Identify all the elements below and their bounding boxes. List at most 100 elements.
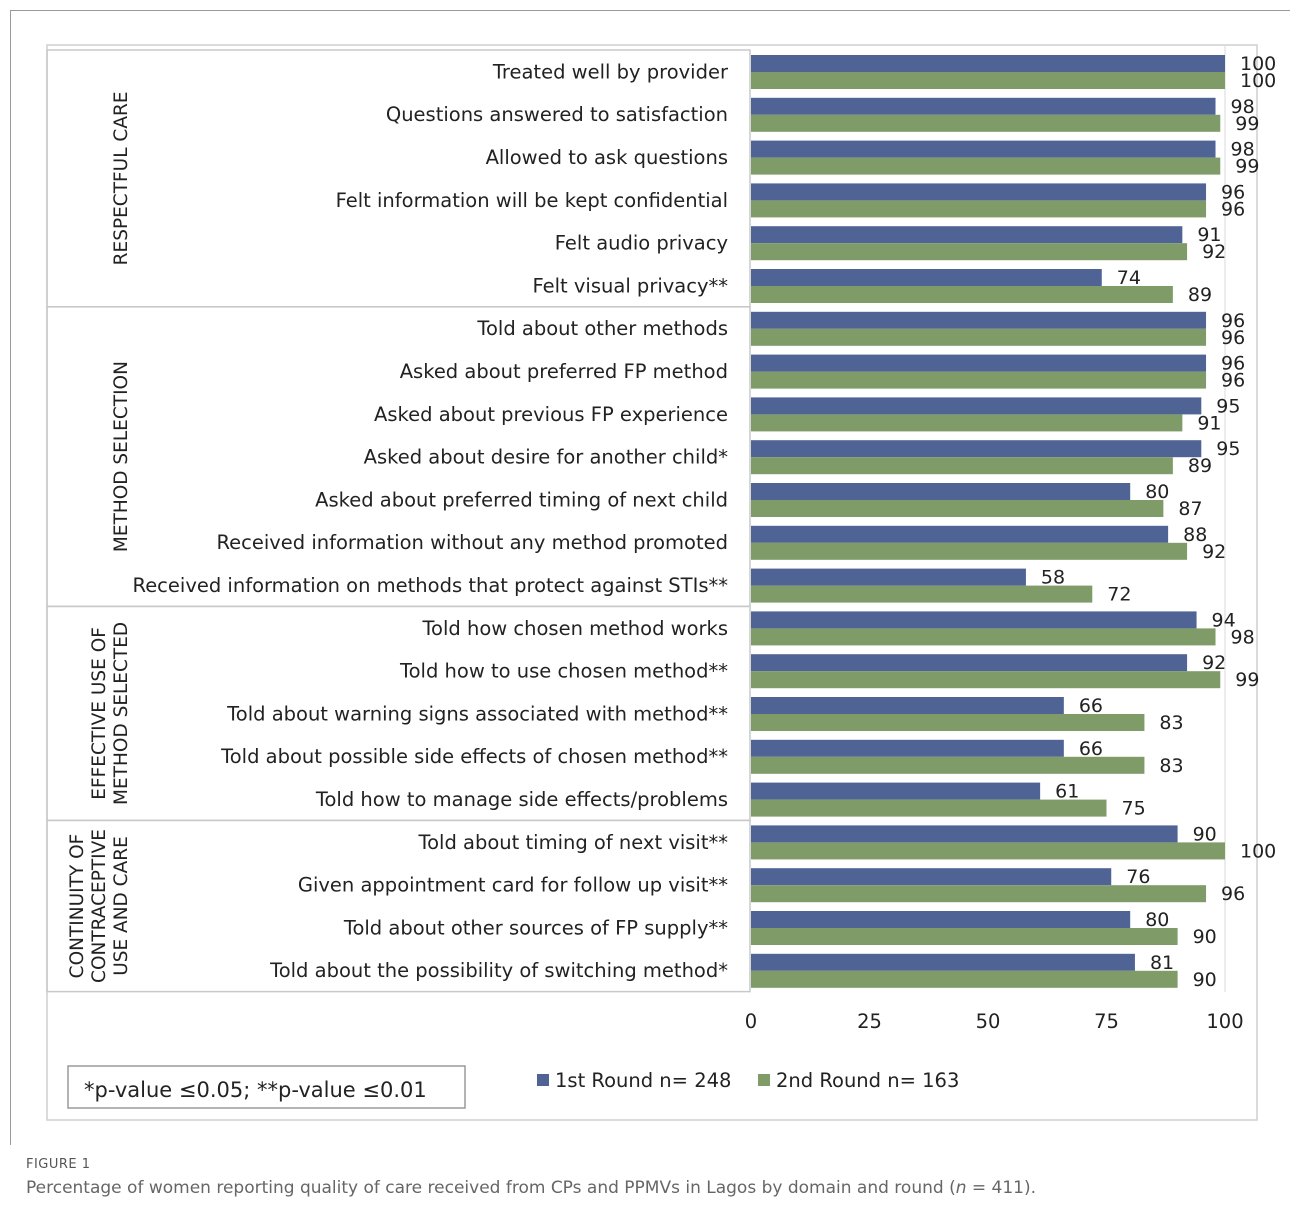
data-label-round1: 66 — [1079, 695, 1103, 717]
category-label: Given appointment card for follow up vis… — [298, 874, 728, 897]
footnote-box — [67, 1065, 466, 1109]
category-label: Questions answered to satisfaction — [386, 103, 728, 126]
data-label-round2: 87 — [1178, 498, 1202, 520]
bar-round2 — [751, 371, 1207, 389]
category-label: Felt information will be kept confidenti… — [336, 189, 728, 212]
category-label: Felt visual privacy** — [532, 274, 728, 297]
x-tick-label: 75 — [1094, 1010, 1119, 1033]
bar-round1 — [751, 911, 1131, 928]
data-label-round2: 83 — [1159, 755, 1183, 777]
domain-label: CONTINUITY OF — [67, 834, 88, 979]
legend-swatch-round2 — [758, 1074, 770, 1086]
bar-round1 — [751, 697, 1064, 714]
data-label-round2: 96 — [1221, 327, 1245, 349]
caption-n-symbol: n — [955, 1178, 967, 1198]
data-label-round2: 99 — [1235, 113, 1259, 135]
bar-round1 — [751, 568, 1026, 586]
category-label: Asked about desire for another child* — [364, 446, 729, 469]
data-label-round2: 98 — [1231, 626, 1255, 648]
figure-caption: Percentage of women reporting quality of… — [26, 1178, 1036, 1198]
data-label-round2: 99 — [1235, 156, 1259, 178]
domain-label: RESPECTFUL CARE — [111, 91, 132, 265]
bar-round1 — [751, 269, 1102, 286]
data-label-round2: 92 — [1202, 241, 1226, 263]
category-label: Felt audio privacy — [555, 232, 728, 255]
bar-round1 — [751, 397, 1202, 415]
data-label-round1: 66 — [1079, 738, 1103, 760]
data-label-round1: 91 — [1197, 224, 1221, 246]
data-label-round1: 96 — [1221, 310, 1245, 332]
data-label-round1: 98 — [1231, 96, 1255, 118]
bar-round2 — [751, 500, 1164, 517]
bar-round1 — [751, 654, 1188, 672]
domain-label: USE AND CARE — [111, 836, 132, 976]
bar-round2 — [751, 885, 1207, 903]
bar-round1 — [751, 953, 1135, 971]
category-label: Treated well by provider — [492, 60, 729, 83]
category-label: Allowed to ask questions — [486, 146, 728, 169]
bar-round1 — [751, 183, 1207, 201]
bar-round2 — [751, 114, 1221, 132]
domain-panel-border — [46, 819, 751, 993]
data-label-round1: 88 — [1183, 524, 1207, 546]
data-label-round2: 100 — [1240, 70, 1276, 92]
data-label-round1: 95 — [1216, 395, 1240, 417]
data-label-round2: 89 — [1188, 284, 1212, 306]
bar-round1 — [751, 440, 1202, 458]
bar-round2 — [751, 799, 1107, 817]
category-label: Told about warning signs associated with… — [226, 702, 728, 725]
caption-text-after: = 411). — [966, 1178, 1037, 1198]
data-label-round1: 98 — [1231, 139, 1255, 161]
category-label: Received information on methods that pro… — [133, 574, 729, 597]
x-tick-label: 25 — [857, 1010, 882, 1033]
category-label: Told about timing of next visit** — [418, 831, 729, 854]
figure-label: FIGURE 1 — [26, 1157, 91, 1172]
bar-round2 — [751, 328, 1207, 346]
category-label: Told about possible side effects of chos… — [220, 745, 728, 768]
category-label: Asked about preferred timing of next chi… — [315, 488, 728, 511]
figure-frame — [10, 10, 1290, 1145]
data-label-round1: 92 — [1202, 652, 1226, 674]
category-label: Told about other sources of FP supply** — [343, 916, 728, 939]
caption-text-before: Percentage of women reporting quality of… — [26, 1178, 956, 1198]
domain-label: CONTRACEPTIVE — [89, 829, 110, 983]
bar-round1 — [751, 140, 1216, 158]
domain-label: METHOD SELECTED — [111, 622, 132, 805]
data-label-round2: 91 — [1197, 412, 1221, 434]
bar-round2 — [751, 457, 1173, 475]
data-label-round1: 96 — [1221, 181, 1245, 203]
bar-round2 — [751, 928, 1178, 945]
category-label: Received information without any method … — [216, 531, 728, 554]
data-label-round2: 92 — [1202, 541, 1226, 563]
category-label: Told how chosen method works — [421, 617, 728, 640]
bar-round2 — [751, 286, 1173, 303]
bar-round1 — [751, 825, 1178, 843]
bar-round2 — [751, 970, 1178, 988]
legend-swatch-round1 — [537, 1074, 549, 1086]
bar-round2 — [751, 414, 1183, 432]
bar-round2 — [751, 585, 1093, 603]
data-label-round2: 75 — [1122, 798, 1146, 820]
bar-round2 — [751, 671, 1221, 689]
data-label-round1: 90 — [1193, 823, 1217, 845]
data-label-round2: 100 — [1240, 840, 1276, 862]
category-label: Told about the possibility of switching … — [269, 959, 728, 982]
domain-panel-border — [46, 49, 751, 308]
bar-chart: Treated well by provider 100 100 Questions … — [46, 44, 1276, 1121]
x-tick-label: 50 — [976, 1010, 1001, 1033]
category-label: Told about other methods — [476, 317, 728, 340]
data-label-round2: 99 — [1235, 669, 1259, 691]
data-label-round1: 76 — [1126, 866, 1150, 888]
data-label-round2: 89 — [1188, 455, 1212, 477]
data-label-round1: 74 — [1117, 267, 1141, 289]
bar-round1 — [751, 525, 1169, 543]
bar-round2 — [751, 756, 1145, 774]
bar-round1 — [751, 354, 1207, 372]
category-label: Asked about preferred FP method — [400, 360, 728, 383]
x-tick-label: 0 — [745, 1010, 757, 1033]
bar-round1 — [751, 782, 1041, 800]
legend-label-round1: 1st Round n= 248 — [555, 1069, 731, 1092]
data-label-round1: 96 — [1221, 353, 1245, 375]
data-label-round1: 58 — [1041, 567, 1065, 589]
bar-round1 — [751, 226, 1183, 244]
